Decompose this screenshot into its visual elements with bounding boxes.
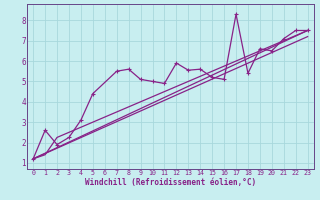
X-axis label: Windchill (Refroidissement éolien,°C): Windchill (Refroidissement éolien,°C) (85, 178, 256, 187)
